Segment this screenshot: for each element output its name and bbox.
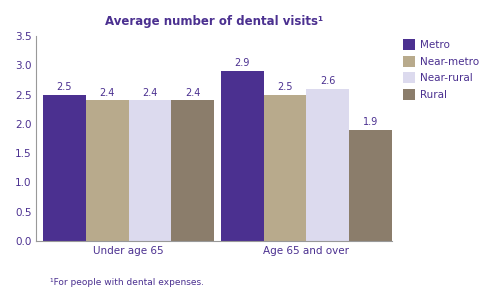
Text: 1.9: 1.9: [363, 117, 378, 127]
Bar: [129, 100, 171, 241]
Text: 2.9: 2.9: [235, 58, 250, 68]
Text: 2.4: 2.4: [142, 88, 158, 97]
Bar: [306, 89, 349, 241]
Text: 2.6: 2.6: [320, 76, 335, 86]
Bar: [263, 95, 306, 241]
Text: 2.4: 2.4: [99, 88, 115, 97]
Title: Average number of dental visits¹: Average number of dental visits¹: [105, 15, 323, 28]
Bar: [171, 100, 214, 241]
Bar: [349, 130, 392, 241]
Bar: [221, 71, 263, 241]
Legend: Metro, Near-metro, Near-rural, Rural: Metro, Near-metro, Near-rural, Rural: [401, 37, 482, 102]
Bar: [86, 100, 129, 241]
Text: ¹For people with dental expenses.: ¹For people with dental expenses.: [50, 278, 204, 287]
Bar: [43, 95, 86, 241]
Text: 2.5: 2.5: [57, 82, 72, 92]
Text: 2.4: 2.4: [185, 88, 200, 97]
Text: 2.5: 2.5: [277, 82, 293, 92]
